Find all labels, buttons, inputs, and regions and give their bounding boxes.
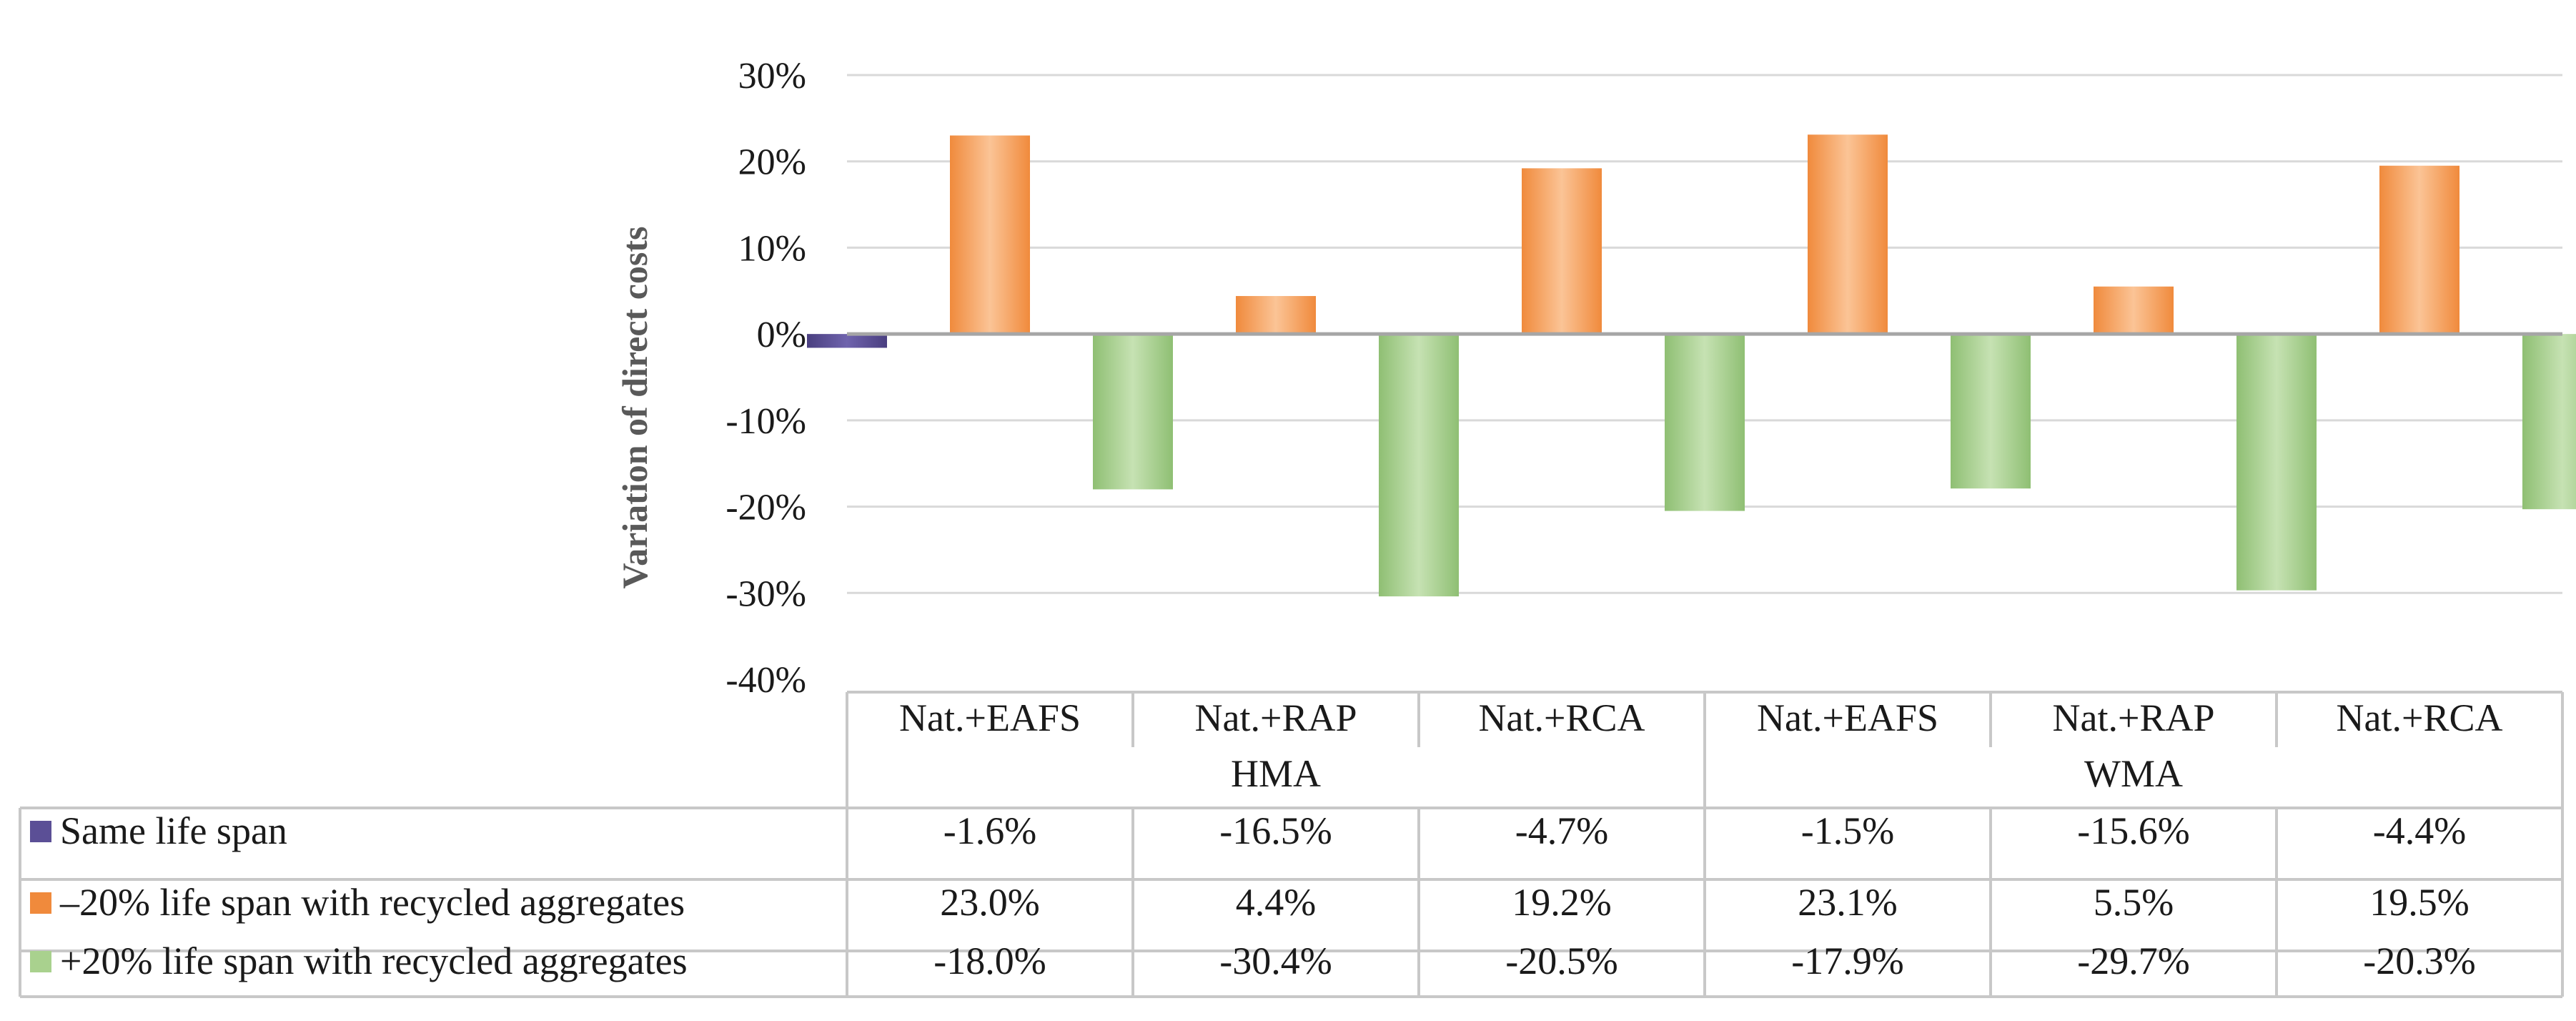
data-label: 5.5% <box>2094 881 2174 924</box>
bar-minus-20 <box>2094 286 2174 335</box>
bar-plus-20 <box>1665 334 1745 511</box>
category-label: Nat.+RAP <box>2053 696 2215 739</box>
y-axis-ticks: 30% 20% 10% 0% -10% -20% -30% -40% <box>725 56 806 701</box>
category-label: Nat.+EAFS <box>1757 696 1938 739</box>
y-tick-label: -40% <box>725 660 806 701</box>
y-tick-label: 30% <box>738 56 806 97</box>
bar-minus-20 <box>1808 134 1888 335</box>
y-tick-label: 10% <box>738 228 806 269</box>
bar-minus-20 <box>1522 168 1602 335</box>
bar-minus-20 <box>950 135 1030 335</box>
bar-same-life-span <box>807 334 887 348</box>
data-label: -20.3% <box>2363 939 2475 982</box>
data-label: -4.7% <box>1515 809 1608 852</box>
data-table: Nat.+EAFS Nat.+RAP Nat.+RCA Nat.+EAFS Nat.+R… <box>19 691 2564 998</box>
y-tick-label: -20% <box>725 488 806 528</box>
bar-plus-20 <box>1379 334 1459 597</box>
bar-plus-20 <box>2522 334 2576 510</box>
legend-swatch <box>30 821 51 842</box>
y-axis-title-group: Variation of direct costs <box>615 227 655 589</box>
legend-swatch <box>30 951 51 972</box>
data-label: -16.5% <box>1219 809 1332 852</box>
group-label: WMA <box>2084 752 2183 795</box>
data-label: -1.6% <box>943 809 1036 852</box>
legend-label: Same life span <box>60 809 287 852</box>
category-label: Nat.+RCA <box>2337 696 2503 739</box>
category-label: Nat.+RCA <box>1479 696 1645 739</box>
category-label: Nat.+EAFS <box>899 696 1081 739</box>
data-label: -15.6% <box>2077 809 2189 852</box>
bars <box>807 134 2576 597</box>
bar-plus-20 <box>1093 334 1173 490</box>
data-label: -30.4% <box>1219 939 1332 982</box>
bar-plus-20 <box>1951 334 2031 489</box>
y-tick-label: 0% <box>757 315 806 355</box>
legend-label: –20% life span with recycled aggregates <box>59 881 685 924</box>
y-axis-title: Variation of direct costs <box>615 227 655 589</box>
data-label: 19.5% <box>2369 881 2469 924</box>
data-label: 4.4% <box>1236 881 1316 924</box>
category-label: Nat.+RAP <box>1195 696 1357 739</box>
data-label: -1.5% <box>1801 809 1894 852</box>
bar-minus-20 <box>2379 165 2459 335</box>
data-label: -18.0% <box>933 939 1046 982</box>
data-label: 23.0% <box>940 881 1039 924</box>
data-label: 23.1% <box>1798 881 1897 924</box>
data-label: -29.7% <box>2077 939 2189 982</box>
bar-minus-20 <box>1236 296 1316 335</box>
group-label: HMA <box>1231 752 1321 795</box>
bar-plus-20 <box>2236 334 2317 591</box>
data-label: -20.5% <box>1505 939 1618 982</box>
y-tick-label: -10% <box>725 401 806 442</box>
data-label: -17.9% <box>1791 939 1903 982</box>
data-label: 19.2% <box>1512 881 1611 924</box>
y-tick-label: 20% <box>738 142 806 183</box>
y-tick-label: -30% <box>725 573 806 614</box>
data-label: -4.4% <box>2373 809 2466 852</box>
legend-swatch <box>30 892 51 914</box>
legend-label: +20% life span with recycled aggregates <box>60 939 688 982</box>
